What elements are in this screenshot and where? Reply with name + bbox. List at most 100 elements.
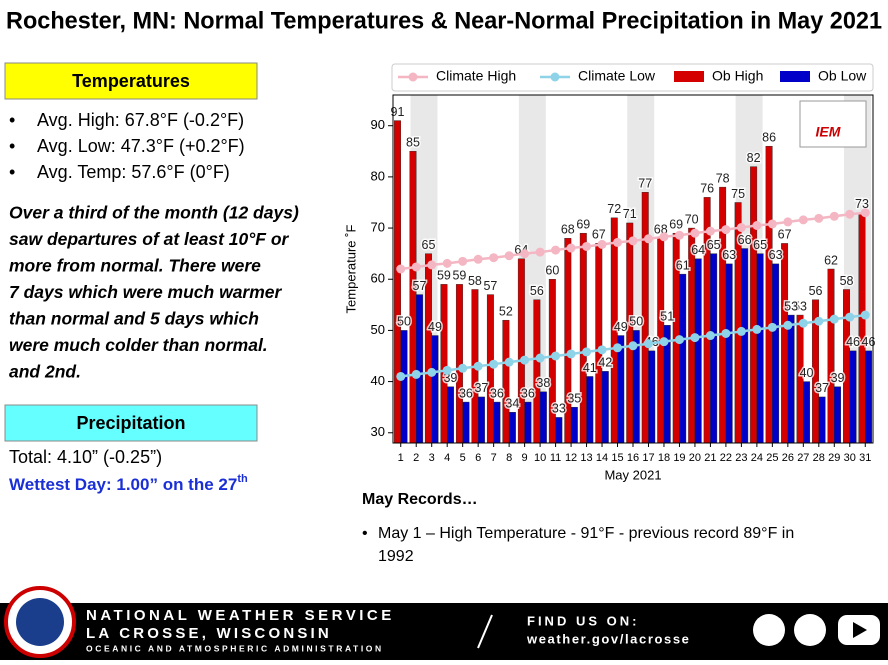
data-label: 57: [483, 279, 497, 293]
x-tick-label: 11: [550, 452, 561, 464]
marker: [736, 326, 746, 336]
marker: [690, 228, 700, 238]
marker: [783, 320, 793, 330]
bar: [477, 396, 485, 444]
data-label: 66: [738, 233, 752, 247]
bar: [818, 396, 826, 444]
bar: [858, 212, 866, 444]
marker: [845, 209, 855, 219]
marker: [551, 351, 561, 361]
marker: [705, 226, 715, 236]
bar: [508, 412, 516, 444]
data-label: 85: [406, 136, 420, 150]
marker: [551, 245, 561, 255]
marker: [504, 251, 514, 261]
data-label: 63: [722, 248, 736, 262]
data-label: 36: [459, 386, 473, 400]
data-label: 73: [855, 197, 869, 211]
marker: [674, 335, 684, 345]
marker: [489, 359, 499, 369]
data-label: 46: [846, 335, 860, 349]
data-label: 67: [592, 228, 606, 242]
data-label: 65: [707, 238, 721, 252]
paragraph-line: were much colder than normal.: [9, 335, 268, 355]
data-label: 36: [521, 386, 535, 400]
x-tick-label: 21: [704, 452, 716, 464]
data-label: 38: [536, 376, 550, 390]
x-tick-label: 19: [673, 452, 685, 464]
record-line: 1992: [378, 548, 414, 565]
bar: [679, 273, 687, 444]
marker: [535, 247, 545, 257]
marker: [659, 232, 669, 242]
x-tick-label: 25: [766, 452, 778, 464]
marker: [566, 349, 576, 359]
youtube-play: [853, 622, 867, 638]
x-tick-label: 10: [534, 452, 546, 464]
data-label: 86: [762, 130, 776, 144]
marker: [582, 241, 592, 251]
data-label: 70: [685, 212, 699, 226]
x-tick-label: 9: [522, 452, 528, 464]
bar: [524, 401, 532, 444]
data-label: 58: [840, 274, 854, 288]
bar: [601, 371, 609, 444]
marker: [674, 230, 684, 240]
bar: [595, 243, 603, 444]
x-tick-label: 5: [460, 452, 466, 464]
bar: [416, 294, 423, 444]
x-tick-label: 26: [782, 452, 794, 464]
bar: [849, 350, 857, 444]
bar: [486, 294, 494, 444]
legend-swatch: [674, 71, 704, 82]
bar: [502, 319, 510, 444]
wettest: Wettest Day: 1.00” on the 27th: [9, 473, 248, 495]
x-tick-label: 8: [506, 452, 512, 464]
x-tick-label: 28: [813, 452, 825, 464]
paragraph-line: than normal and 5 days which: [9, 309, 259, 329]
paragraph-line: Over a third of the month (12 days): [9, 203, 299, 223]
marker: [520, 355, 530, 365]
x-tick-label: 18: [658, 452, 670, 464]
legend: [391, 63, 874, 92]
data-label: 49: [614, 320, 628, 334]
plot-frame: [392, 94, 874, 444]
marker: [767, 322, 777, 332]
legend-swatch: [780, 71, 810, 82]
data-label: 64: [691, 243, 705, 257]
bar: [694, 258, 702, 444]
data-label: 58: [468, 274, 482, 288]
data-label: 53: [784, 299, 798, 313]
bar: [394, 120, 401, 444]
y-tick-label: 40: [371, 373, 385, 388]
bar: [781, 243, 789, 444]
marker: [860, 208, 870, 218]
marker: [860, 310, 870, 320]
data-label: 65: [422, 238, 436, 252]
bullet: •: [9, 162, 15, 182]
data-label: 62: [824, 253, 838, 267]
marker: [613, 237, 623, 247]
x-tick-label: 14: [596, 452, 608, 464]
data-label: 75: [731, 187, 745, 201]
data-label: 77: [638, 177, 652, 191]
marker: [628, 341, 638, 351]
marker: [659, 337, 669, 347]
legend-label: Ob Low: [818, 68, 867, 84]
marker: [628, 236, 638, 246]
footer-line2: LA CROSSE, WISCONSIN: [86, 625, 332, 642]
twitter-icon[interactable]: [794, 614, 826, 646]
marker: [643, 339, 653, 349]
bar: [865, 350, 872, 444]
marker: [473, 361, 483, 371]
y-tick-label: 50: [371, 322, 385, 337]
data-label: 59: [452, 269, 466, 283]
footer-url: weather.gov/lacrosse: [526, 631, 691, 646]
footer-line1: NATIONAL WEATHER SERVICE: [86, 607, 395, 624]
facebook-icon[interactable]: [753, 614, 785, 646]
bar: [725, 263, 733, 444]
paragraph-line: and 2nd.: [9, 362, 81, 382]
marker: [690, 333, 700, 343]
bar: [400, 330, 408, 444]
